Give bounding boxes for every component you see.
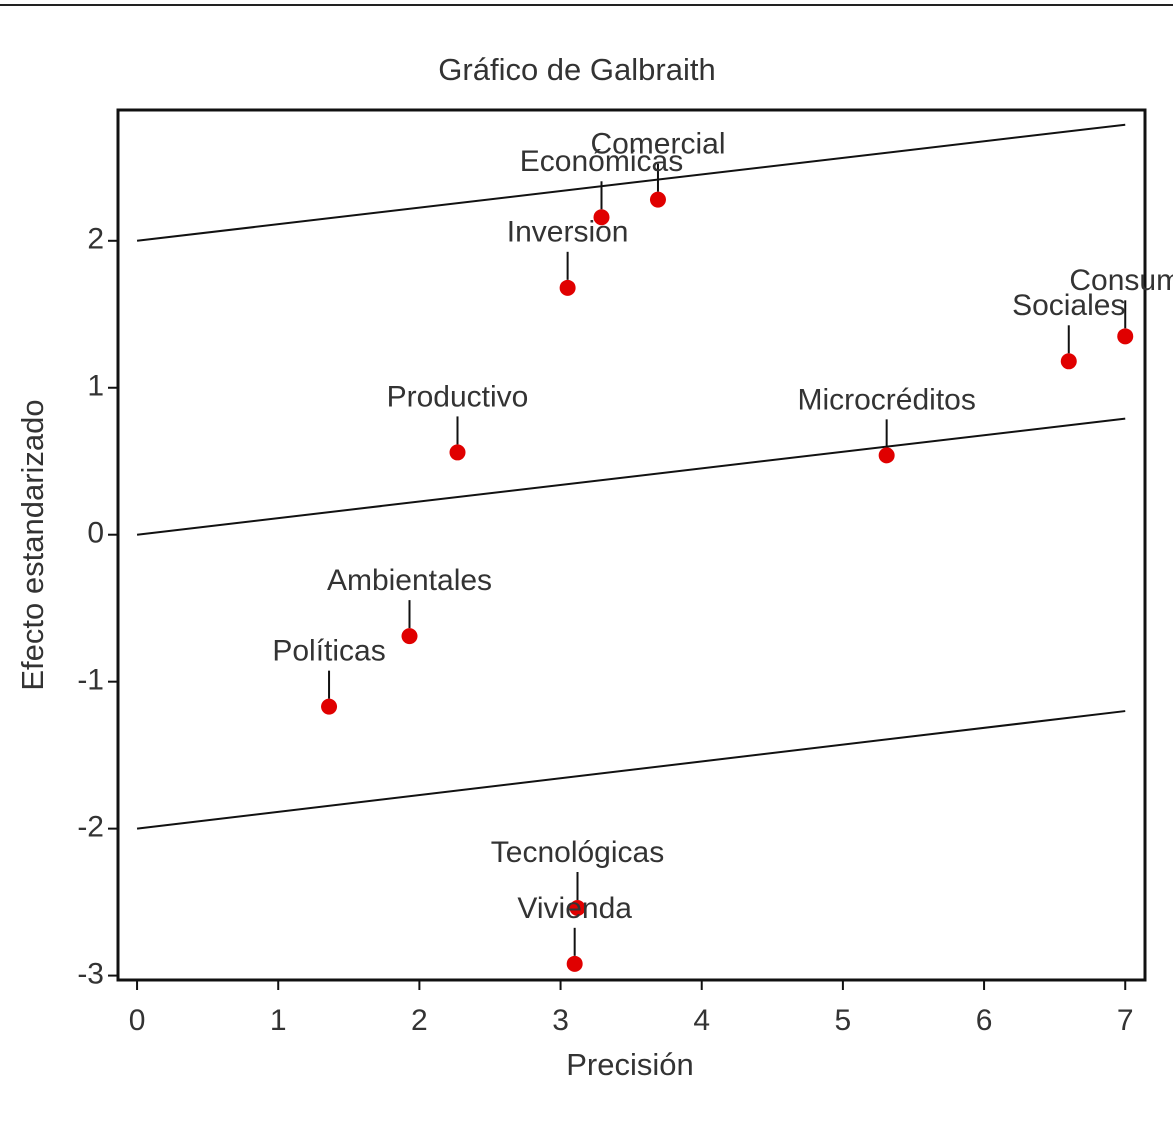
point <box>449 444 466 461</box>
point-label: Comercial <box>590 128 725 161</box>
x-tick-label: 6 <box>976 1004 993 1037</box>
x-tick-label: 2 <box>411 1004 428 1037</box>
point-label: Políticas <box>272 635 385 668</box>
x-tick-label: 1 <box>270 1004 287 1037</box>
point-label: Microcréditos <box>797 383 975 416</box>
point <box>401 628 418 645</box>
y-tick-label: 0 <box>87 517 104 550</box>
point-label: Tecnológicas <box>491 836 664 869</box>
x-tick-label: 4 <box>693 1004 710 1037</box>
point <box>1117 328 1134 345</box>
x-tick-label: 7 <box>1117 1004 1134 1037</box>
point <box>321 698 338 715</box>
plot-frame <box>116 108 1147 982</box>
point-label: Ambientales <box>327 564 492 597</box>
point-label: Inversion <box>507 216 629 249</box>
y-tick-label: -2 <box>77 811 104 844</box>
point <box>1060 353 1077 370</box>
x-tick-label: 5 <box>835 1004 852 1037</box>
point <box>569 899 586 916</box>
point <box>593 209 610 226</box>
point <box>559 279 576 296</box>
y-axis-label: Efecto estandarizado <box>15 399 50 690</box>
point <box>566 955 583 972</box>
point-label: Sociales <box>1012 289 1125 322</box>
reference-line <box>136 710 1126 830</box>
point <box>649 191 666 208</box>
chart-title: Gráfico de Galbraith <box>438 52 715 87</box>
y-tick-label: 2 <box>87 223 104 256</box>
y-tick-label: 1 <box>87 370 104 403</box>
x-tick-label: 0 <box>129 1004 146 1037</box>
y-tick-label: -1 <box>77 664 104 697</box>
point-label: Consum <box>1069 264 1173 297</box>
point-label: Productivo <box>387 380 529 413</box>
x-tick-label: 3 <box>552 1004 569 1037</box>
reference-line <box>136 123 1126 242</box>
reference-line <box>136 417 1126 536</box>
y-tick-label: -3 <box>77 958 104 991</box>
point <box>878 447 895 464</box>
x-axis-label: Precisión <box>566 1047 694 1082</box>
point-label: Vivienda <box>517 892 632 925</box>
point-label: Económicas <box>520 145 683 178</box>
